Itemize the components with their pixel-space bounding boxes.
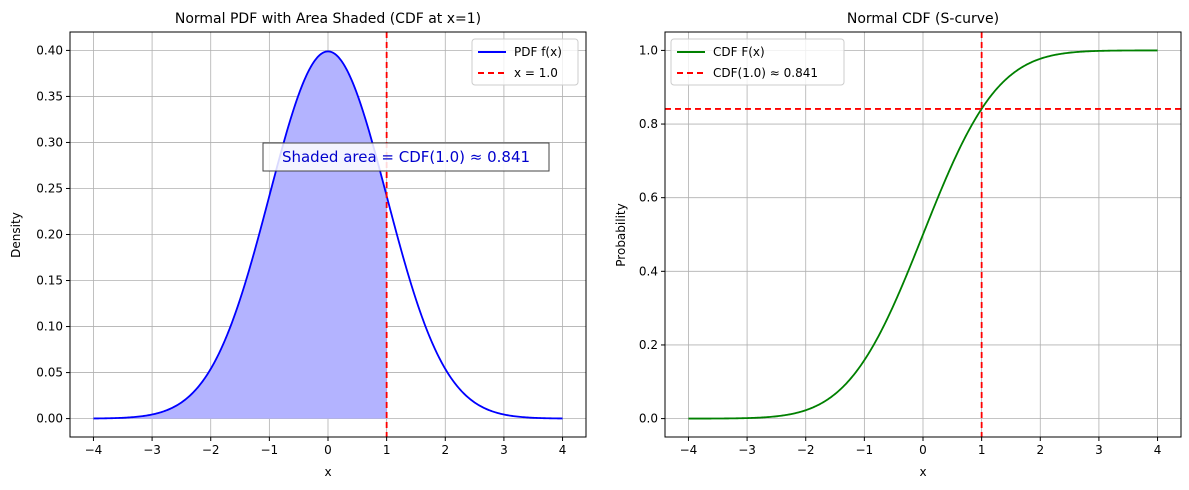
pdf-y-axis-label: Density bbox=[9, 212, 23, 258]
pdf-y-tick-label-8: 0.40 bbox=[36, 43, 63, 57]
pdf-y-tick-label-1: 0.05 bbox=[36, 366, 63, 380]
pdf-y-tick-label-2: 0.10 bbox=[36, 320, 63, 334]
cdf-panel: Normal CDF (S-curve) x Probability −4 −3−… bbox=[614, 11, 1182, 479]
pdf-x-tick-label-1: −3 bbox=[143, 443, 161, 457]
cdf-x-tick-label-6: 2 bbox=[1036, 443, 1044, 457]
cdf-x-tick-label-5: 1 bbox=[978, 443, 986, 457]
pdf-x-tick-label-7: 3 bbox=[500, 443, 508, 457]
pdf-x-axis-label: x bbox=[324, 465, 331, 479]
pdf-x-tick-label-6: 2 bbox=[441, 443, 449, 457]
cdf-y-tick-label-0: 0.0 bbox=[639, 412, 658, 426]
cdf-legend-hline-label: CDF(1.0) ≈ 0.841 bbox=[713, 66, 818, 80]
cdf-legend-cdf-label: CDF F(x) bbox=[713, 45, 765, 59]
cdf-series-line-0 bbox=[688, 49, 1158, 420]
cdf-y-axis-label: Probability bbox=[614, 203, 628, 266]
pdf-series-line-0 bbox=[93, 50, 563, 420]
cdf-plot-area: −4 −3 −2 −1 0 1 2 3 4 0.0 0.2 0.4 0.6 0.8 1.0 bbox=[639, 31, 1182, 457]
cdf-x-tick-label-1: −3 bbox=[738, 443, 756, 457]
cdf-y-tick-label-1: 0.2 bbox=[639, 338, 658, 352]
pdf-legend-pdf-label: PDF f(x) bbox=[514, 45, 562, 59]
cdf-legend: CDF F(x) CDF(1.0) ≈ 0.841 bbox=[670, 38, 845, 86]
cdf-x-tick-label-2: −2 bbox=[797, 443, 815, 457]
pdf-annotation-text: Shaded area = CDF(1.0) ≈ 0.841 bbox=[282, 148, 530, 166]
pdf-x-tick-label-4: 0 bbox=[324, 443, 332, 457]
cdf-y-tick-label-5: 1.0 bbox=[639, 43, 658, 57]
pdf-legend-vline-label: x = 1.0 bbox=[514, 66, 558, 80]
pdf-y-tick-label-0: 0.00 bbox=[36, 412, 63, 426]
cdf-x-tick-label-8: 4 bbox=[1154, 443, 1162, 457]
pdf-x-tick-label-3: −1 bbox=[261, 443, 279, 457]
pdf-annotation: Shaded area = CDF(1.0) ≈ 0.841 bbox=[262, 142, 550, 172]
pdf-x-tick-label-5: 1 bbox=[383, 443, 391, 457]
cdf-y-tick-label-2: 0.4 bbox=[639, 264, 658, 278]
pdf-y-tick-label-3: 0.15 bbox=[36, 274, 63, 288]
pdf-y-tick-label-7: 0.35 bbox=[36, 89, 63, 103]
pdf-y-tick-label-4: 0.20 bbox=[36, 228, 63, 242]
cdf-x-axis-label: x bbox=[919, 465, 926, 479]
pdf-panel: Normal PDF with Area Shaded (CDF at x=1)… bbox=[9, 11, 587, 479]
pdf-chart-title: Normal PDF with Area Shaded (CDF at x=1) bbox=[175, 11, 481, 27]
cdf-x-tick-label-4: 0 bbox=[919, 443, 927, 457]
cdf-x-tick-label-0: −4 bbox=[680, 443, 698, 457]
cdf-legend-frame bbox=[670, 38, 845, 86]
pdf-legend: PDF f(x) x = 1.0 bbox=[471, 38, 579, 86]
pdf-x-tick-label-2: −2 bbox=[202, 443, 220, 457]
pdf-y-tick-label-6: 0.30 bbox=[36, 135, 63, 149]
pdf-x-tick-label-8: 4 bbox=[559, 443, 567, 457]
cdf-y-tick-label-3: 0.6 bbox=[639, 191, 658, 205]
cdf-x-tick-label-7: 3 bbox=[1095, 443, 1103, 457]
cdf-y-tick-label-4: 0.8 bbox=[639, 117, 658, 131]
cdf-chart-title: Normal CDF (S-curve) bbox=[847, 11, 999, 27]
pdf-y-tick-label-5: 0.25 bbox=[36, 181, 63, 195]
cdf-x-tick-label-3: −1 bbox=[856, 443, 874, 457]
pdf-x-tick-label-0: −4 bbox=[85, 443, 103, 457]
pdf-annotation-box bbox=[262, 142, 550, 172]
